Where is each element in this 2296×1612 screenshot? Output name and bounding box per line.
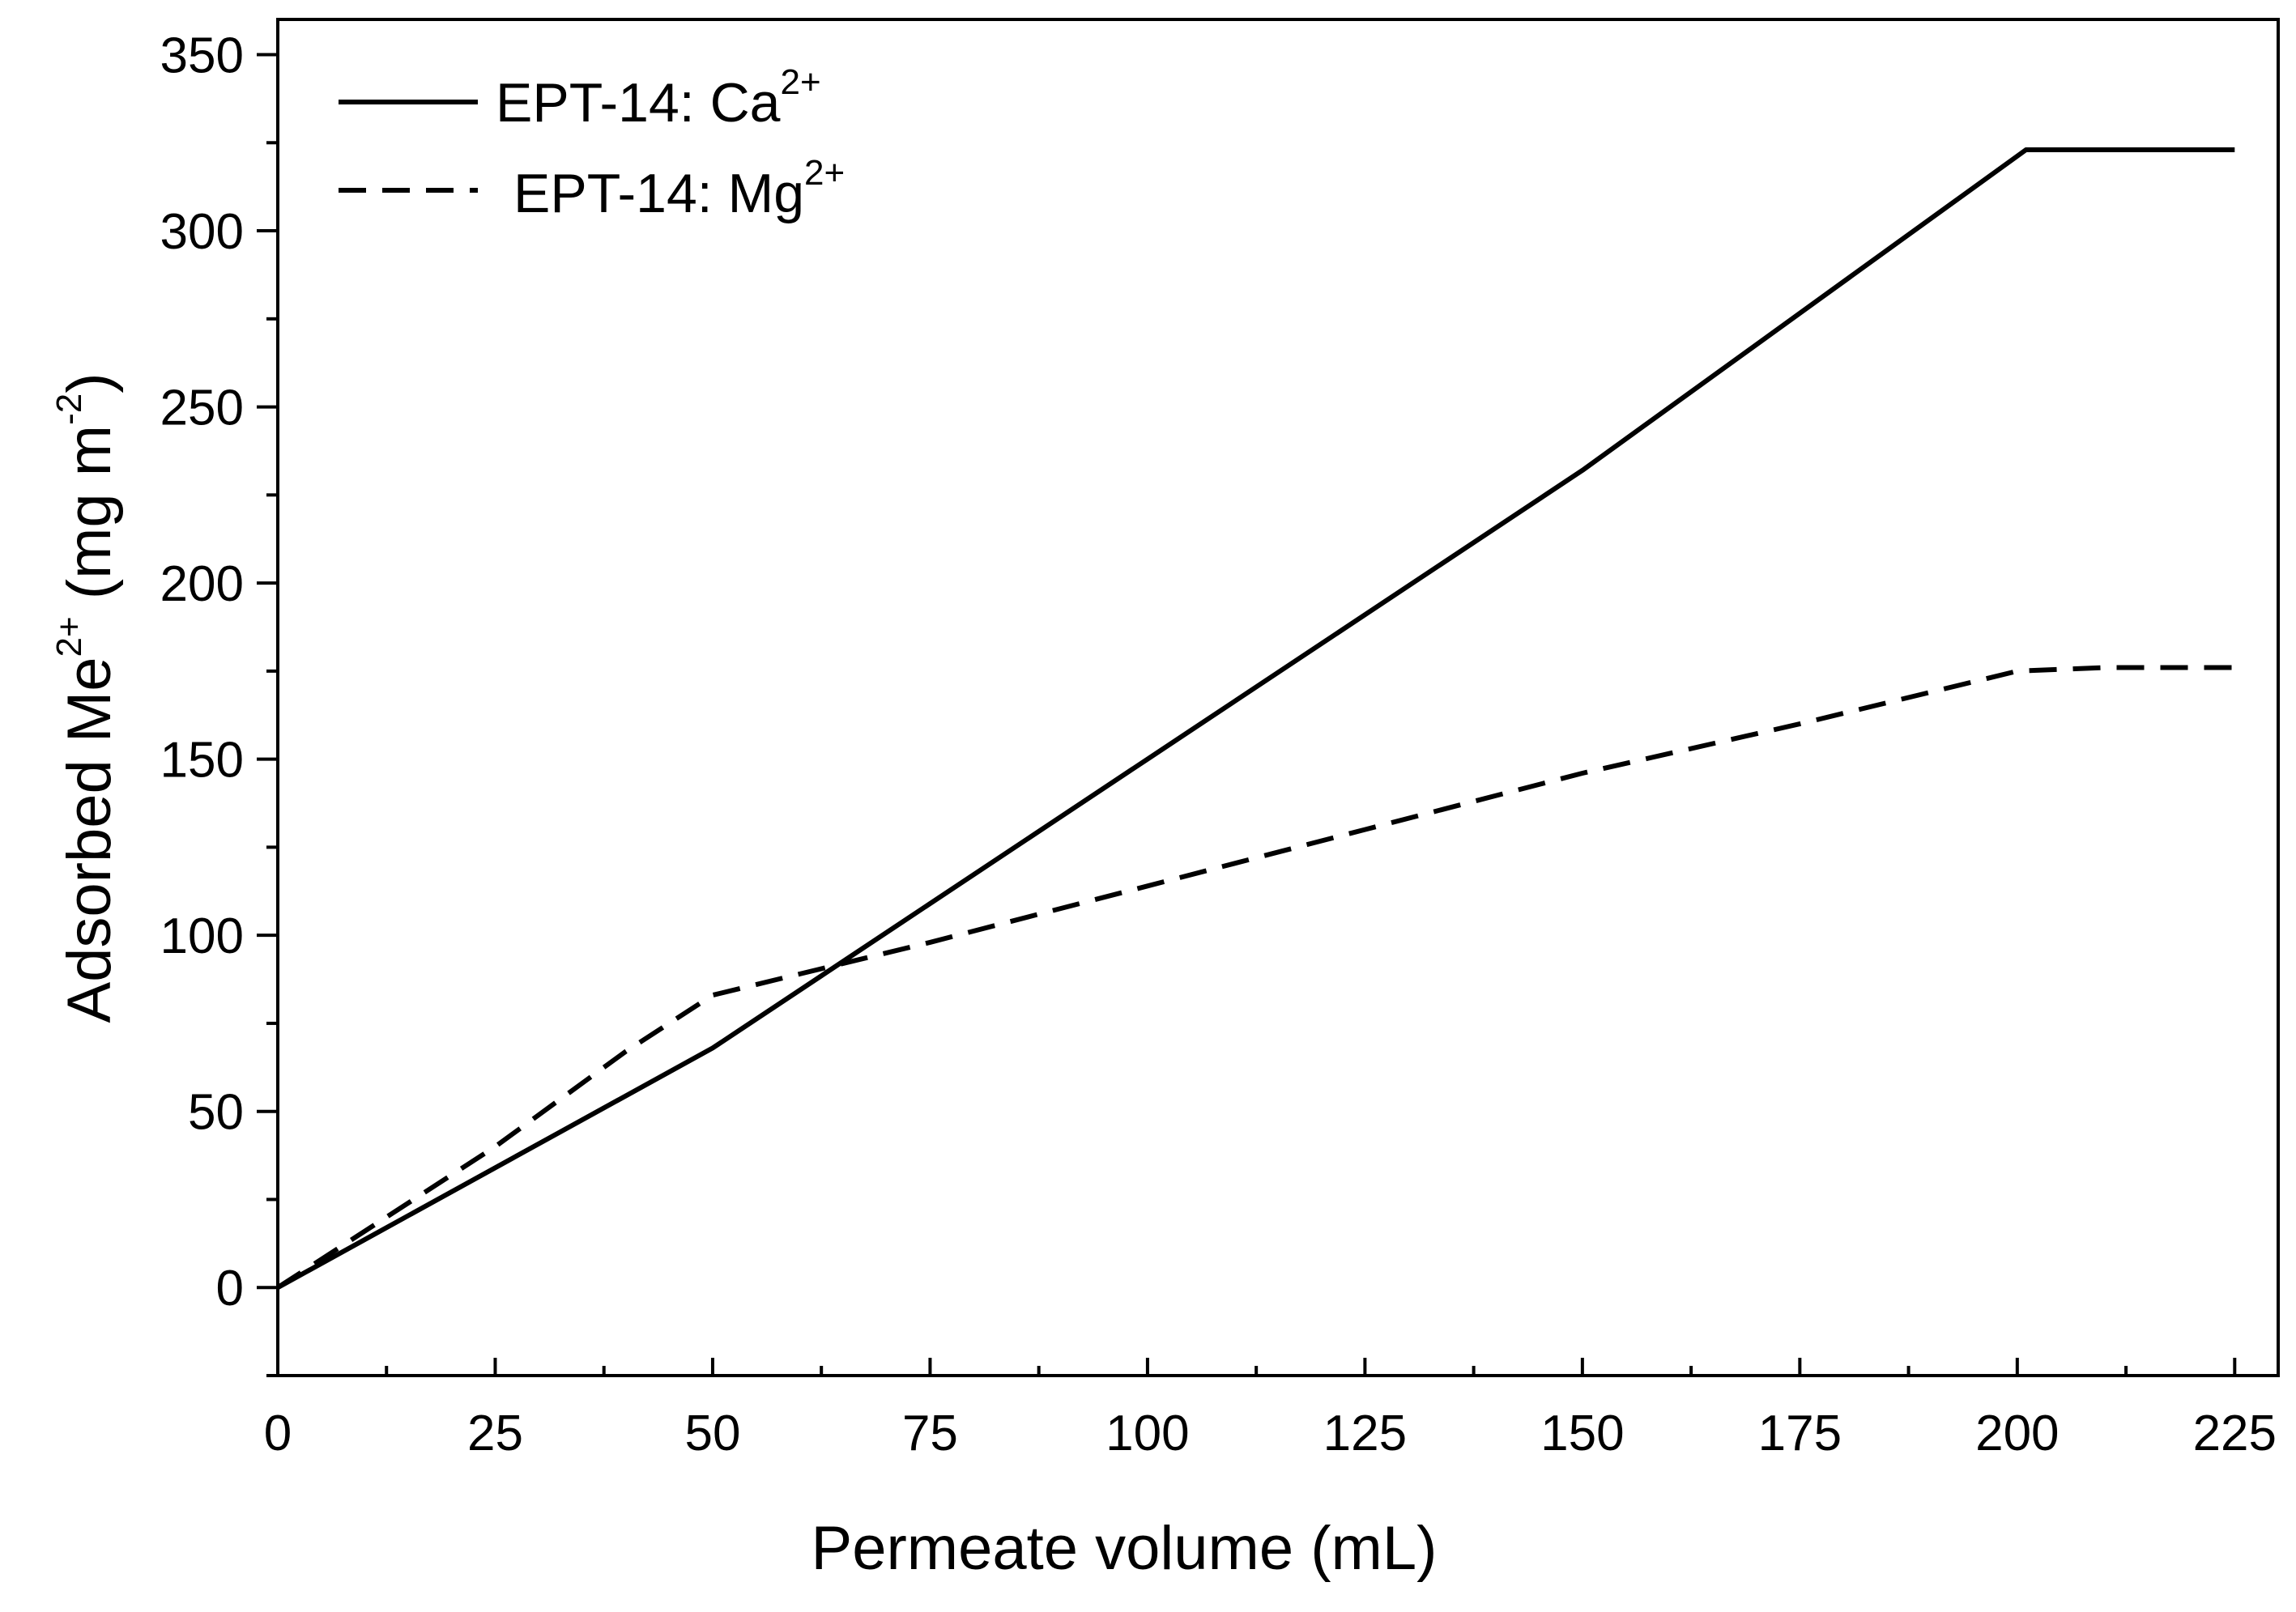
series-line-mg [276,665,2235,1290]
y-tick-label: 100 [160,908,244,964]
legend-label-ca: EPT-14: Ca2+ [496,62,821,134]
x-tick-label: 25 [467,1406,523,1461]
y-axis-ticks: 0 50 100 150 200 250 300 350 [160,28,278,1377]
series-line-ca [276,147,2235,1290]
x-tick-label: 150 [1540,1406,1624,1461]
y-tick-label: 0 [216,1261,244,1316]
x-tick-label: 175 [1758,1406,1842,1461]
x-axis-ticks: 0 25 50 75 100 125 150 175 200 225 [264,1358,2277,1461]
x-tick-label: 200 [1975,1406,2059,1461]
y-tick-label: 200 [160,556,244,612]
x-tick-label: 50 [684,1406,740,1461]
y-axis-title: Adsorbed Me2+ (mg m-2) [49,372,124,1023]
y-tick-label: 50 [188,1085,244,1141]
x-tick-label: 125 [1323,1406,1407,1461]
y-tick-label: 350 [160,28,244,84]
x-tick-label: 75 [902,1406,958,1461]
x-tick-label: 100 [1105,1406,1189,1461]
y-tick-label: 300 [160,204,244,260]
x-tick-label: 225 [2193,1406,2277,1461]
x-tick-label: 0 [264,1406,292,1461]
x-axis-title: Permeate volume (mL) [811,1514,1438,1583]
legend: EPT-14: Ca2+ EPT-14: Mg2+ [339,62,845,224]
series-layer [276,147,2235,1290]
y-tick-label: 250 [160,381,244,436]
plot-frame [276,18,2280,1377]
legend-label-mg: EPT-14: Mg2+ [513,153,845,224]
y-tick-label: 150 [160,733,244,789]
